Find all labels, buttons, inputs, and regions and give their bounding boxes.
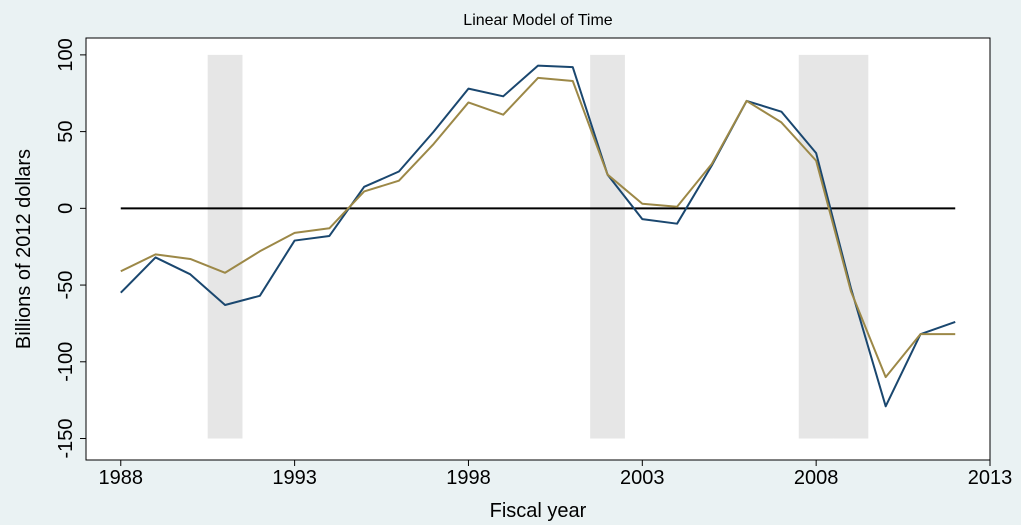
y-tick-label: -50 (55, 271, 77, 300)
y-tick-label: 0 (55, 203, 77, 214)
shaded-period (590, 54, 625, 439)
x-tick-label: 2008 (794, 467, 839, 489)
chart-title: Linear Model of Time (463, 12, 613, 29)
x-tick-label: 1988 (99, 467, 144, 489)
y-axis-label: Billions of 2012 dollars (13, 149, 35, 349)
shaded-period (207, 54, 243, 439)
x-tick-label: 2013 (968, 467, 1013, 489)
series-line (120, 76, 956, 379)
y-tick-label: 50 (55, 120, 77, 142)
y-tick-label: 100 (55, 38, 77, 71)
x-tick-label: 2003 (620, 467, 665, 489)
x-tick-label: 1998 (446, 467, 491, 489)
x-axis-label: Fiscal year (490, 500, 587, 522)
x-tick-label: 1993 (272, 467, 317, 489)
series-line (120, 64, 956, 408)
y-tick-label: -150 (55, 419, 77, 459)
y-tick-label: -100 (55, 342, 77, 382)
shaded-period (798, 54, 834, 439)
